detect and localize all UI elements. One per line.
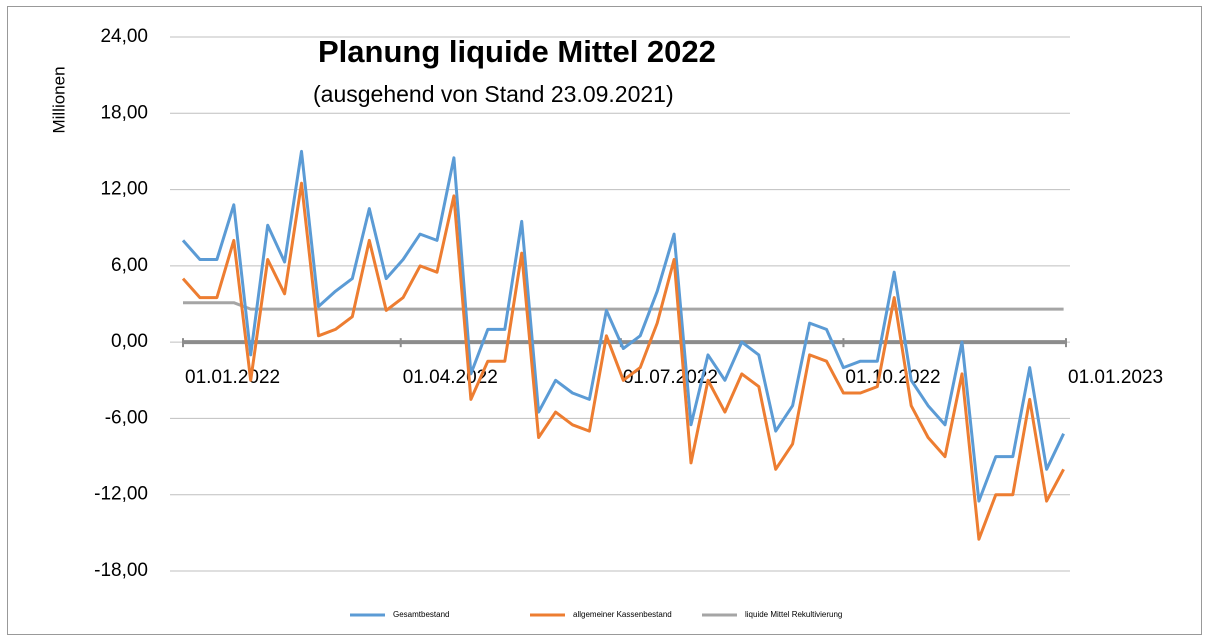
y-tick-label: 6,00	[111, 255, 148, 276]
x-tick-label: 01.10.2022	[845, 367, 940, 388]
x-tick-label: 01.01.2023	[1068, 367, 1163, 388]
y-tick-label: 0,00	[111, 331, 148, 352]
legend-label: allgemeiner Kassenbestand	[573, 610, 672, 619]
series-line	[181, 181, 1065, 541]
x-tick-label: 01.07.2022	[623, 367, 718, 388]
y-tick-label: 24,00	[100, 26, 148, 47]
x-tick-label: 01.01.2022	[185, 367, 280, 388]
x-tick-label: 01.04.2022	[403, 367, 498, 388]
y-tick-label: 12,00	[100, 179, 148, 200]
y-axis-label: Millionen	[49, 66, 68, 133]
series-line	[181, 149, 1065, 503]
legend-label: Gesamtbestand	[393, 610, 449, 619]
y-tick-label: -12,00	[94, 484, 148, 505]
series-line	[183, 301, 1064, 311]
y-tick-label: 18,00	[100, 102, 148, 123]
chart-subtitle: (ausgehend von Stand 23.09.2021)	[313, 81, 674, 107]
legend-label: liquide Mittel Rekultivierung	[745, 610, 842, 619]
y-tick-label: -18,00	[94, 560, 148, 581]
chart-title: Planung liquide Mittel 2022	[318, 34, 716, 69]
y-tick-label: -6,00	[105, 407, 148, 428]
